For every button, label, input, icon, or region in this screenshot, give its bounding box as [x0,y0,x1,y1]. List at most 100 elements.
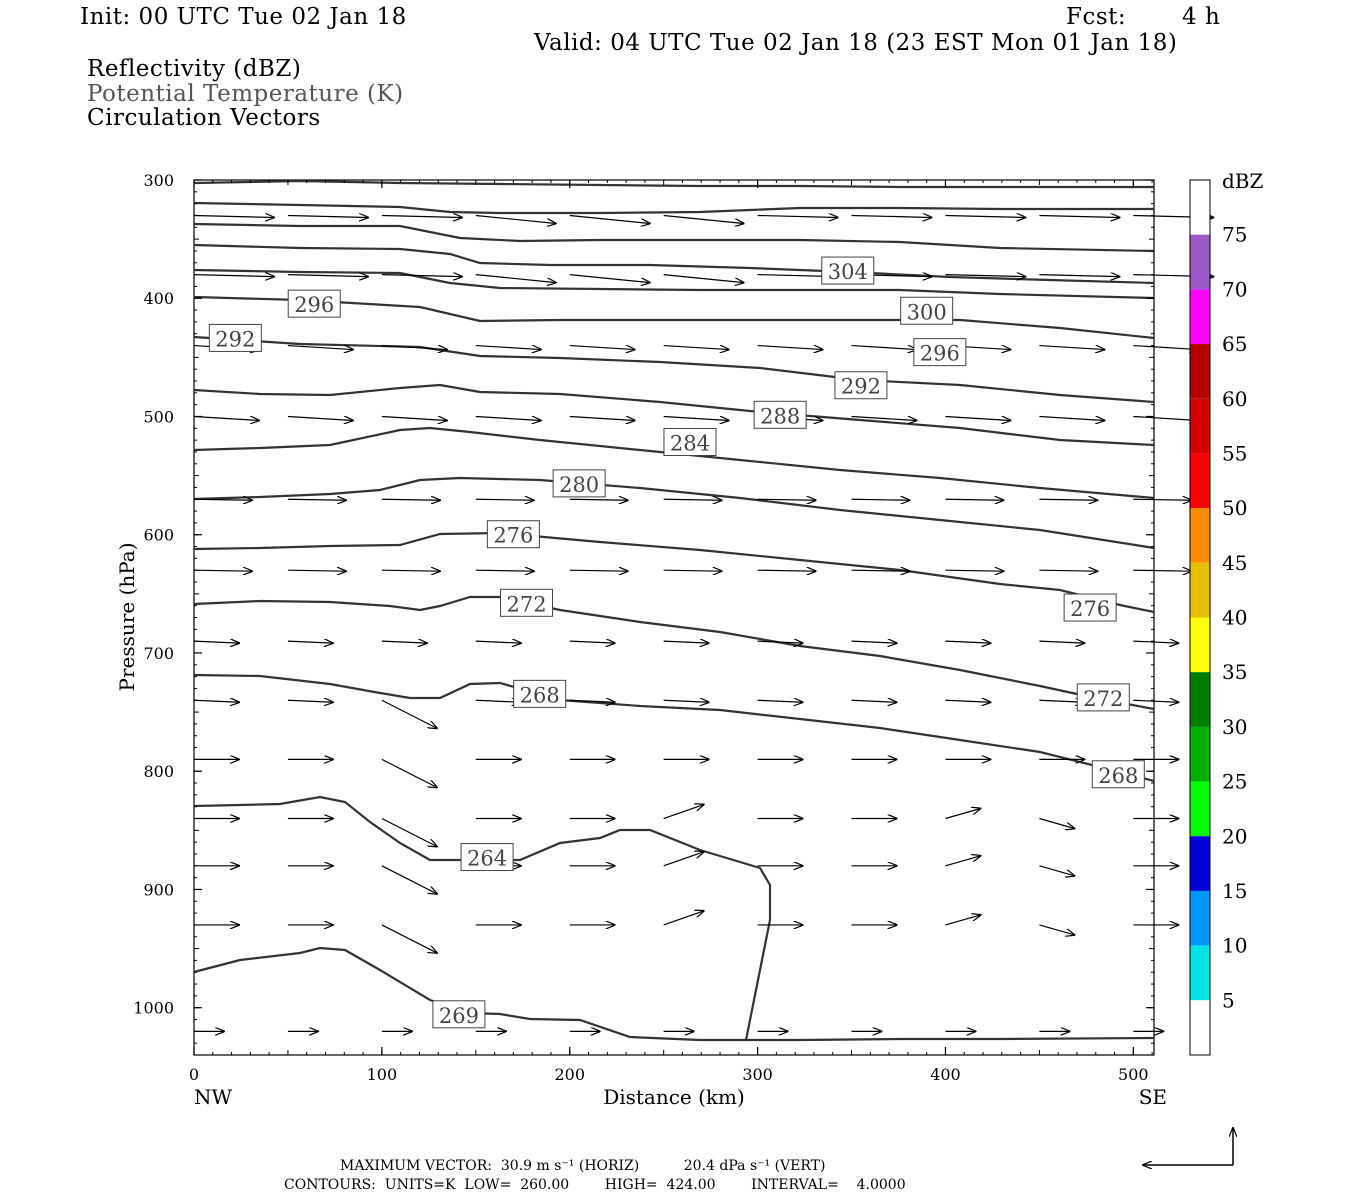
circulation-vector [569,700,615,702]
circulation-vector [945,415,1010,420]
isentrope-line [193,795,772,1041]
circulation-vector [945,275,1025,277]
contour-label-box [663,428,717,456]
circulation-vector [475,641,521,643]
isentrope-line [193,222,1155,253]
x-tick-label: 200 [554,1065,585,1084]
colorbar-swatch [1190,180,1210,235]
contour-label-box [432,1000,486,1029]
y-tick-label: 800 [143,762,174,781]
circulation-vector [381,641,427,643]
contour-label-box [460,843,514,872]
circulation-vector [663,415,729,420]
circulation-vector [945,215,1025,217]
circulation-vector [287,570,346,571]
circulation-vector [1039,344,1104,350]
circulation-vector [569,499,628,500]
circulation-vector [1133,499,1191,500]
colorbar-label: 5 [1222,988,1235,1012]
circulation-vector [1039,641,1084,643]
contour-label: 292 [215,327,255,351]
y-tick-label: 300 [143,171,174,190]
contour-label: 276 [1070,597,1110,621]
colorbar-swatch [1190,890,1210,946]
x-tick-label: 0 [189,1065,199,1084]
colorbar-swatch [1190,344,1210,399]
circulation-vector [851,344,917,350]
circulation-vector [945,700,990,702]
contour-label-box [821,256,875,285]
contour-label-layer: 304 300 296 296 292 292 288 284 280 276 276 272 272 2… [208,256,1145,1029]
circulation-vector [1039,817,1074,829]
circulation-vector [757,344,823,350]
y-axis-title: Pressure (hPa) [115,543,139,692]
reference-vector-key [1143,1128,1233,1165]
circulation-vector [945,809,980,820]
colorbar-label: 60 [1222,387,1247,411]
circulation-vector [663,641,709,643]
isentrope-line [193,243,1155,285]
colorbar-swatch [1190,945,1210,1001]
colorbar-swatch [1190,1000,1210,1055]
x-axis-title: Distance (km) [603,1085,745,1109]
colorbar-swatch [1190,562,1210,618]
circulation-vector [1133,415,1198,420]
colorbar-label: 20 [1222,824,1247,848]
circulation-vector [1133,570,1191,571]
circulation-vector [945,915,980,926]
circulation-vector [193,275,274,277]
y-tick-label: 900 [143,880,174,899]
circulation-vector [569,641,615,643]
circulation-vector [569,344,635,350]
circulation-vector [287,499,346,500]
circulation-vector [851,570,910,571]
contour-label: 288 [760,404,800,428]
circulation-vector [757,641,803,643]
circulation-vector [851,700,897,702]
legend-reflectivity: Reflectivity (dBZ) [87,56,302,82]
contour-label: 296 [920,342,960,366]
circulation-vector [663,570,722,571]
circulation-vector [193,215,274,217]
isentrope-line [193,426,1155,500]
colorbar-swatch [1190,836,1210,891]
circulation-vector [475,344,541,350]
contour-label: 280 [559,473,599,497]
init-time: Init: 00 UTC Tue 02 Jan 18 [80,4,407,30]
colorbar-label: 35 [1222,660,1247,684]
circulation-vector [475,273,556,283]
circulation-vector [757,215,838,217]
circulation-vector [569,570,628,571]
y-tick-label: 700 [143,644,174,663]
circulation-vector [851,641,897,643]
circulation-vector [851,499,910,500]
colorbar-label: 50 [1222,496,1247,520]
circulation-vector [381,817,437,847]
circulation-vector [569,415,635,420]
colorbar-label: 25 [1222,770,1247,794]
circulation-vector [381,924,437,953]
colorbar-unit: dBZ [1222,169,1264,193]
circulation-vector [287,275,368,277]
contour-label-box [753,400,807,429]
isentrope-line [193,383,1155,447]
colorbar-swatch [1190,234,1210,290]
circulation-vector [193,499,252,500]
isentrope-line [193,531,1155,614]
vector-layer [193,215,1213,1031]
circulation-vector [1039,865,1074,876]
circulation-vector [287,344,353,350]
contour-label-box [208,323,262,352]
colorbar-label: 70 [1222,277,1247,301]
contours-info-text: CONTOURS: UNITS=K LOW= 260.00 HIGH= 424.… [284,1177,906,1193]
contour-label-box [1063,593,1117,622]
contour-label: 292 [841,375,881,399]
contour-label: 296 [294,293,334,317]
isentrope-line [193,595,1155,711]
contour-label: 268 [520,683,560,707]
colorbar-swatch [1190,617,1210,673]
isentrope-line [193,946,1155,1042]
circulation-vector [851,215,932,217]
circulation-vector [381,758,437,787]
contour-label: 268 [1098,764,1138,788]
